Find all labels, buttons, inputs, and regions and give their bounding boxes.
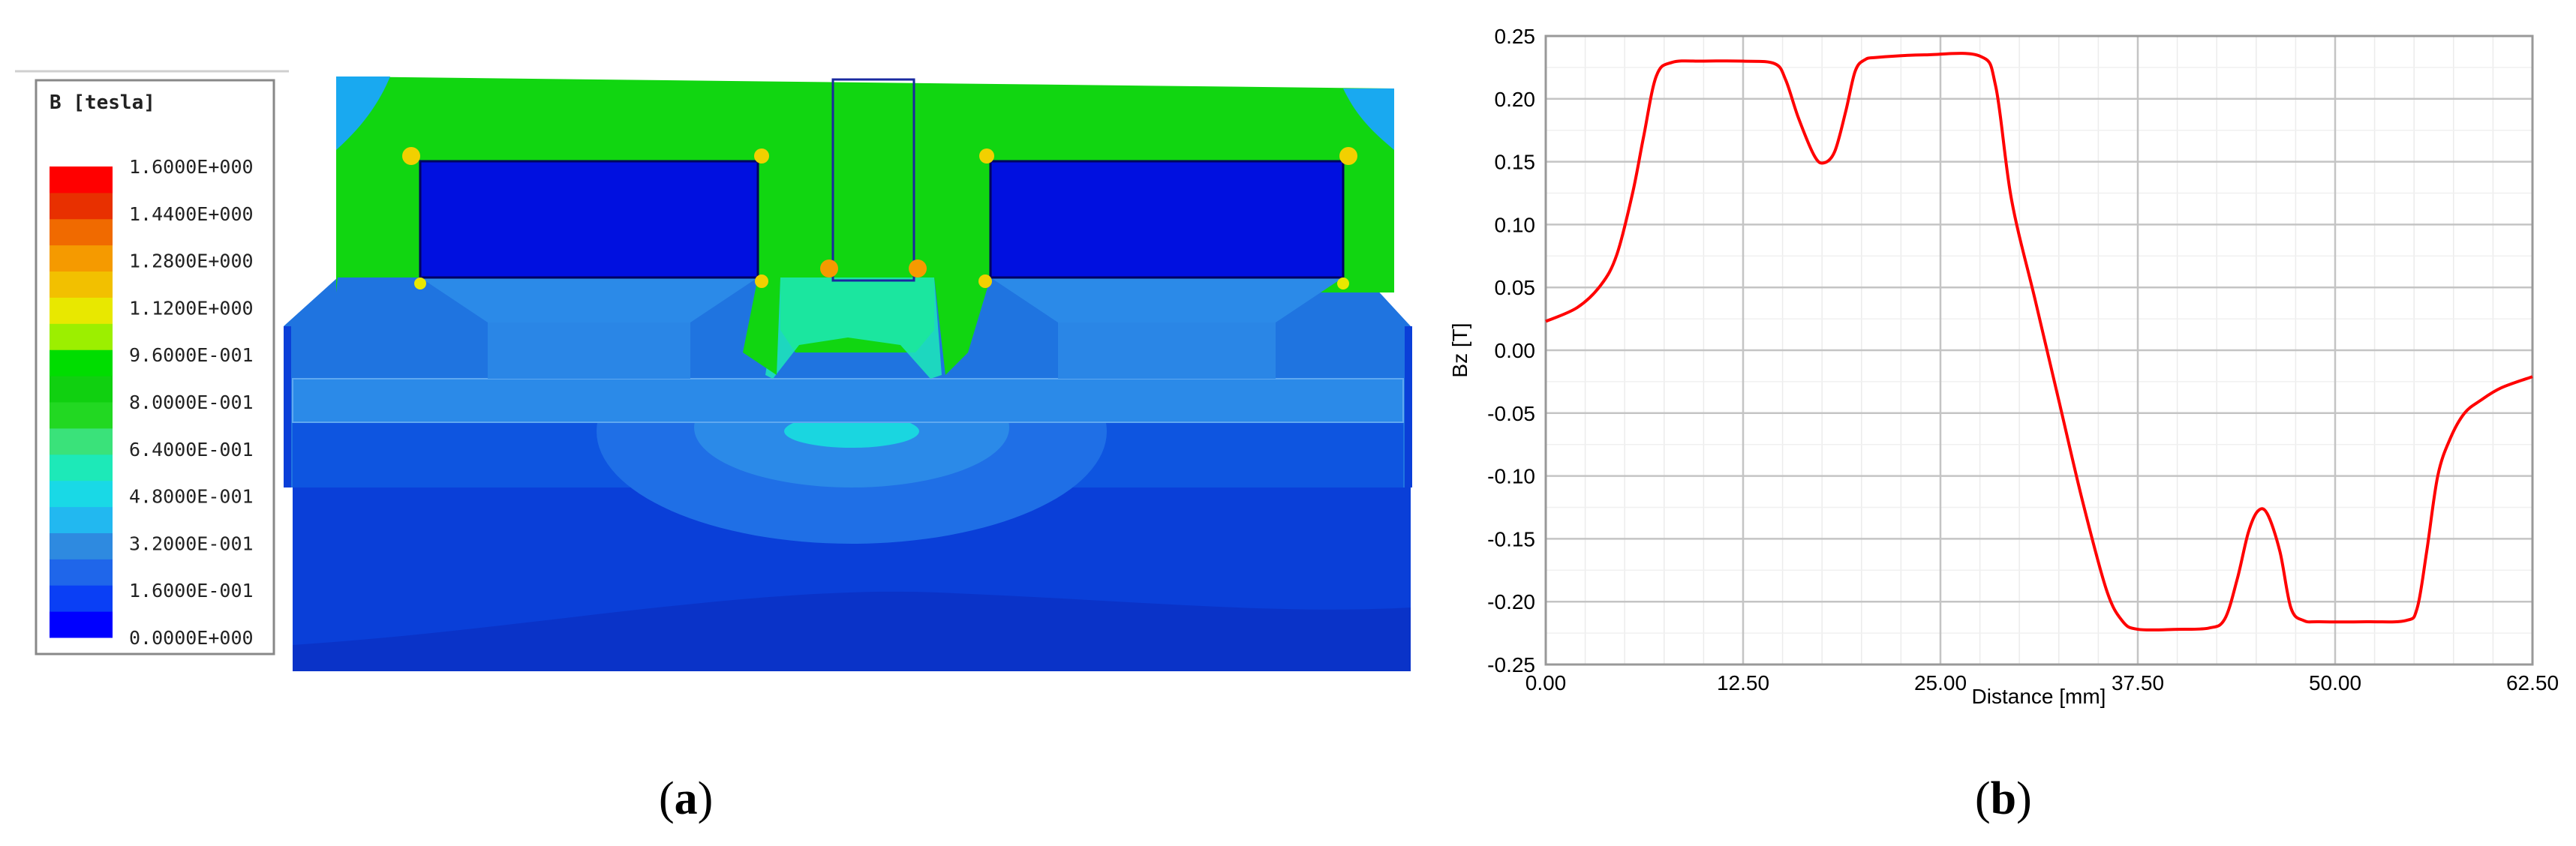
- legend-swatch: [50, 218, 113, 246]
- y-tick-label: -0.15: [1487, 527, 1535, 550]
- legend-tick-label: 1.2800E+000: [129, 250, 254, 272]
- legend-swatch: [50, 192, 113, 220]
- left-edge: [284, 326, 291, 488]
- y-tick-label: -0.05: [1487, 402, 1535, 425]
- y-tick-label: -0.25: [1487, 653, 1535, 676]
- legend-tick-label: 1.6000E+000: [129, 156, 254, 178]
- plate-strip: [292, 378, 1404, 423]
- legend-swatch: [50, 532, 113, 560]
- pole-tip-left: [488, 322, 690, 379]
- corner-top-right: [1343, 88, 1394, 150]
- y-axis-tick-labels: 0.25 0.20 0.15 0.10 0.05 0.00 -0.05 -0.10 -0.15 -…: [1487, 25, 1535, 676]
- legend-swatch: [50, 559, 113, 586]
- y-tick-label: 0.10: [1495, 213, 1536, 236]
- x-tick-label: 37.50: [2112, 671, 2164, 694]
- legend-swatch: [50, 376, 113, 403]
- leakage-right: [934, 278, 990, 375]
- legend-swatch: [50, 244, 113, 272]
- legend-tick-label: 1.6000E-001: [129, 580, 254, 602]
- leakage-left: [743, 278, 780, 375]
- x-axis-tick-labels: 0.00 12.50 25.00 37.50 50.00 62.50: [1525, 671, 2559, 694]
- legend-swatch: [50, 428, 113, 455]
- legend-tick-label: 1.4400E+000: [129, 203, 254, 225]
- field-contour-plot: [284, 76, 1412, 671]
- magnet-right: [989, 160, 1345, 279]
- colormap-legend: B [tesla] 1.6000E+000 1.4400E+000 1.2800E+…: [35, 79, 275, 656]
- legend-swatch: [50, 323, 113, 350]
- legend-tick-label: 3.2000E-001: [129, 532, 254, 554]
- legend-swatch: [50, 454, 113, 482]
- series-line-bz: [1545, 52, 2533, 632]
- x-axis-label: Distance [mm]: [1972, 685, 2106, 708]
- legend-swatch: [50, 480, 113, 508]
- chart-grid: [1544, 34, 2534, 666]
- legend-swatch: [50, 611, 113, 638]
- caption-a: (a): [659, 773, 713, 824]
- legend-tick-label: 1.1200E+000: [129, 297, 254, 319]
- y-tick-label: 0.15: [1495, 151, 1536, 174]
- y-tick-label: 0.25: [1495, 25, 1536, 48]
- figure-b-line-chart: 0.25 0.20 0.15 0.10 0.05 0.00 -0.05 -0.10 -0.15 -…: [1448, 25, 2559, 824]
- pole-tip-right: [1058, 322, 1276, 379]
- legend-swatch: [50, 402, 113, 429]
- upper-iron: [336, 76, 1394, 352]
- x-tick-label: 62.50: [2506, 671, 2559, 694]
- y-tick-label: -0.20: [1487, 590, 1535, 614]
- y-axis-label: Bz [T]: [1448, 322, 1471, 377]
- legend-tick-label: 4.8000E-001: [129, 486, 254, 508]
- magnet-left: [419, 160, 759, 279]
- x-tick-label: 50.00: [2309, 671, 2361, 694]
- y-tick-label: 0.00: [1495, 339, 1536, 362]
- saturation-hotspots: [402, 147, 1357, 290]
- chart-series: [1545, 52, 2533, 632]
- legend-swatch: [50, 297, 113, 324]
- legend-swatch: [50, 166, 113, 194]
- legend-tick-label: 8.0000E-001: [129, 392, 254, 413]
- legend-swatches: [50, 166, 113, 638]
- figure-a-field-plot: B [tesla] 1.6000E+000 1.4400E+000 1.2800E+…: [15, 70, 1412, 824]
- legend-title: B [tesla]: [50, 92, 155, 114]
- y-tick-label: 0.05: [1495, 276, 1536, 299]
- legend-swatch: [50, 271, 113, 298]
- legend-swatch: [50, 506, 113, 533]
- x-tick-label: 12.50: [1717, 671, 1769, 694]
- caption-b: (b): [1975, 773, 2032, 824]
- legend-tick-label: 6.4000E-001: [129, 439, 254, 460]
- pole-piece-left: [420, 278, 758, 322]
- legend-tick-label: 0.0000E+000: [129, 627, 254, 649]
- center-leakage: [765, 278, 942, 379]
- legend-tick-label: 9.6000E-001: [129, 344, 254, 366]
- legend-tick-labels: 1.6000E+000 1.4400E+000 1.2800E+000 1.1200E…: [129, 156, 254, 649]
- x-tick-label: 0.00: [1525, 671, 1567, 694]
- right-edge: [1405, 326, 1412, 488]
- x-tick-label: 25.00: [1914, 671, 1967, 694]
- center-tooth: [831, 78, 915, 282]
- air-band-bottom: [293, 591, 1411, 671]
- plot-area-frame: [1544, 34, 2534, 666]
- pole-piece-right: [990, 278, 1343, 322]
- legend-swatch: [50, 350, 113, 376]
- y-tick-label: 0.20: [1495, 88, 1536, 111]
- y-tick-label: -0.10: [1487, 465, 1535, 488]
- corner-top-left: [336, 76, 390, 150]
- legend-swatch: [50, 585, 113, 612]
